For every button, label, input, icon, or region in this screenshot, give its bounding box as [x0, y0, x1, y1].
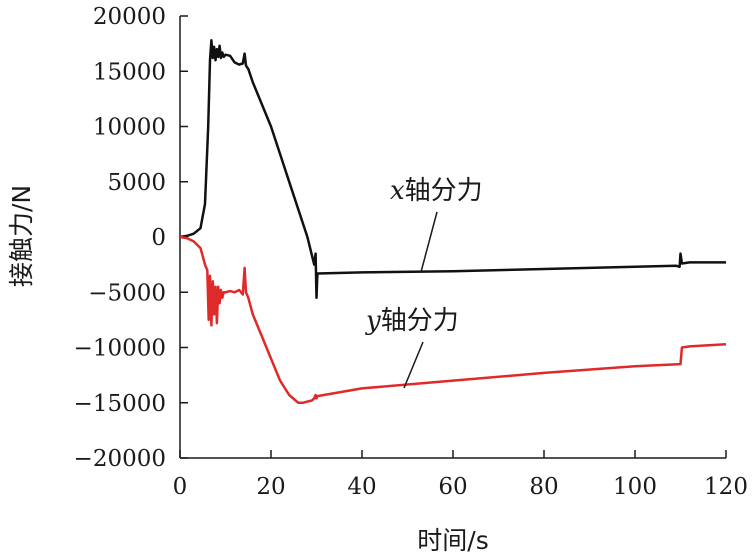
- y-ticks: 20000 15000 10000 5000 0 −5000 −10000 −15000 −20…: [74, 4, 188, 472]
- x-tick-label: 120: [704, 474, 748, 500]
- series-line-y: [179, 235, 727, 405]
- y-tick-label: −10000: [74, 336, 166, 362]
- y-tick-label: 15000: [93, 59, 166, 85]
- x-axis-title: 时间/s: [417, 526, 488, 555]
- series-label-y-var: y: [365, 306, 381, 336]
- series-label-x-rest: 轴分力: [405, 176, 483, 206]
- y-tick-label: −20000: [74, 446, 166, 472]
- series-label-y: y轴分力: [365, 306, 459, 336]
- x-tick-label: 100: [613, 474, 657, 500]
- series-label-x-leader: [420, 211, 438, 273]
- x-tick-label: 40: [347, 474, 376, 500]
- y-tick-label: 10000: [93, 115, 166, 141]
- y-tick-label: 0: [151, 225, 166, 251]
- series-lines: [179, 39, 727, 405]
- y-tick-label: −5000: [88, 280, 166, 306]
- x-ticks: 0 20 40 60 80 100 120: [173, 450, 748, 500]
- chart-axes: [179, 16, 726, 459]
- y-tick-label: 5000: [107, 170, 166, 196]
- y-tick-label: 20000: [93, 4, 166, 30]
- x-tick-label: 80: [529, 474, 558, 500]
- y-tick-label: −15000: [74, 391, 166, 417]
- x-tick-label: 20: [256, 474, 285, 500]
- series-label-x: x轴分力: [390, 176, 483, 206]
- series-line-x: [179, 39, 726, 300]
- x-tick-label: 0: [173, 474, 188, 500]
- series-label-y-leader: [403, 341, 424, 389]
- series-label-x-var: x: [390, 176, 405, 206]
- x-tick-label: 60: [438, 474, 467, 500]
- series-label-y-rest: 轴分力: [381, 306, 459, 336]
- y-axis-title: 接触力/N: [7, 185, 36, 287]
